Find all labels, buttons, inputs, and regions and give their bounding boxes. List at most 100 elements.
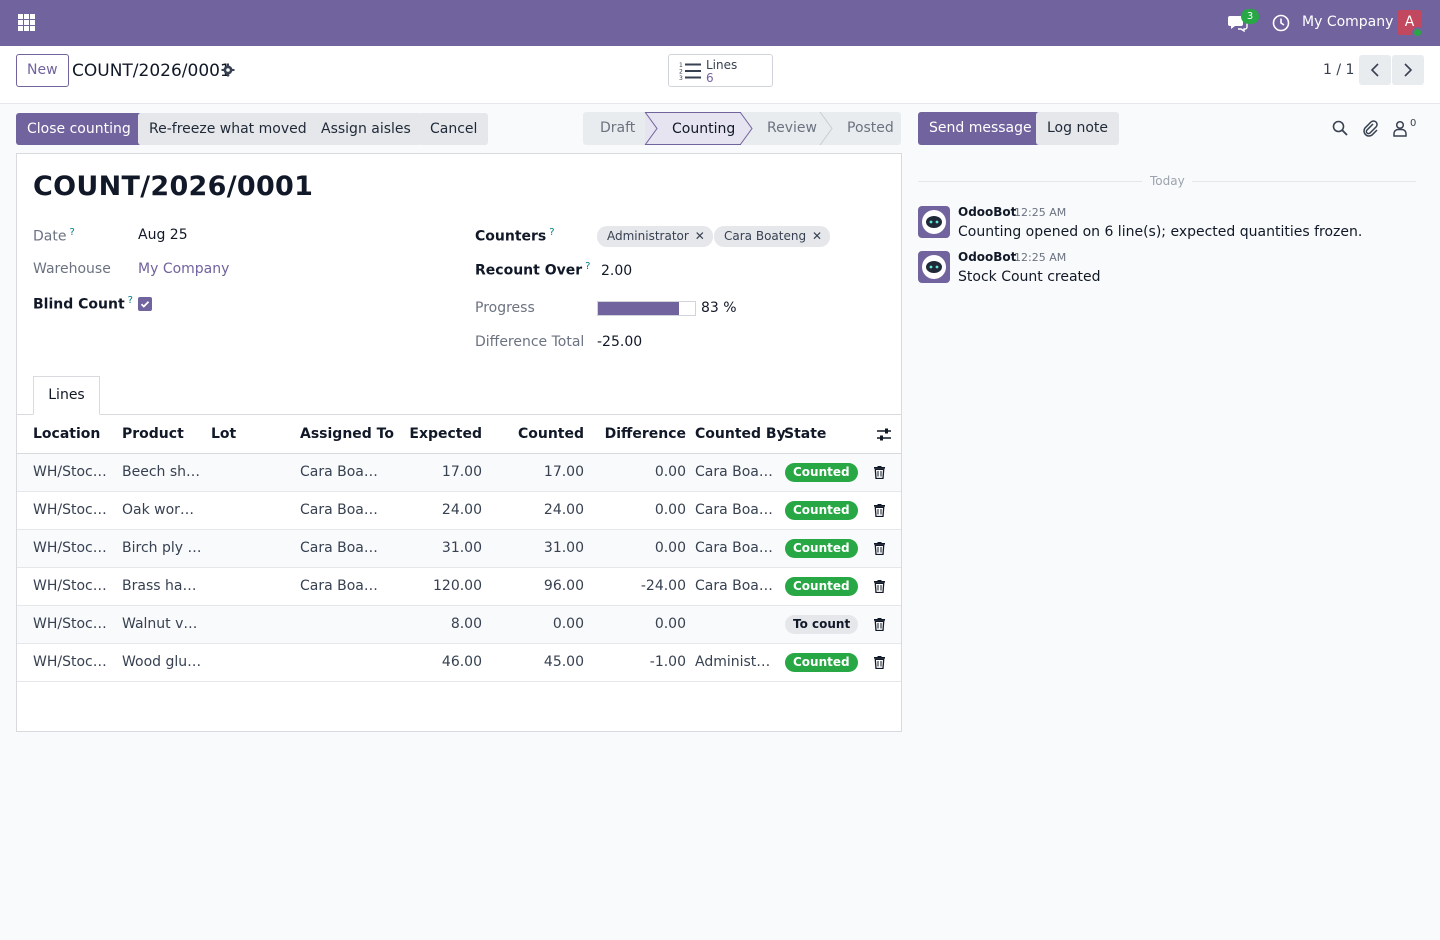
svg-text:2: 2 [679,69,683,76]
column-counted[interactable]: Counted [517,426,584,442]
table-row[interactable]: WH/Stock… Birch ply s… Cara Boat… 31.00 31.0… [17,530,901,568]
progress-label: Progress [475,300,535,316]
cell-counted: 0.00 [552,616,584,632]
cell-product: Brass han… [122,578,202,594]
online-status-dot [1412,27,1423,38]
cell-counted: 17.00 [543,464,584,480]
blind-count-checkbox[interactable] [138,297,152,311]
state-badge: To count [785,615,859,634]
trash-icon[interactable] [874,656,885,669]
lines-table: Location Product Lot Assigned To Expecte… [17,415,901,682]
column-location[interactable]: Location [33,426,101,442]
cell-counted-by: Cara Boat… [695,578,773,594]
cell-product: Birch ply s… [122,540,202,556]
pager-next-button[interactable] [1392,55,1424,85]
cancel-button[interactable]: Cancel [419,113,489,145]
trash-icon[interactable] [874,580,885,593]
cell-location: WH/Stock… [33,616,113,632]
robot-icon [922,255,946,279]
cell-assigned-to: Cara Boat… [300,502,380,518]
chat-count-badge: 3 [1241,9,1259,24]
pager-previous-button[interactable] [1359,55,1391,85]
cell-counted: 45.00 [543,654,584,670]
stage-review[interactable]: Review [741,112,821,145]
progress-bar [597,301,696,316]
svg-text:1: 1 [679,62,683,69]
difference-total-label: Difference Total [475,334,585,350]
cell-assigned-to: Cara Boat… [300,578,380,594]
stage-posted[interactable]: Posted [821,112,901,145]
cell-difference: 0.00 [654,616,686,632]
cell-counted-by: Administr… [695,654,773,670]
warehouse-field[interactable]: My Company [138,261,230,277]
recount-over-field[interactable]: 2.00 [601,263,633,279]
remove-tag-icon[interactable]: ✕ [812,229,823,243]
table-row[interactable]: WH/Stock… Oak work… Cara Boat… 24.00 24.00 0.… [17,492,901,530]
cell-product: Wood glu… [122,654,202,670]
column-state[interactable]: State [784,426,827,442]
user-avatar[interactable]: A [1397,10,1422,35]
cell-difference: 0.00 [654,502,686,518]
day-separator-line [1192,181,1416,182]
table-row[interactable]: WH/Stock… Beech she… Cara Boat… 17.00 17.00 0… [17,454,901,492]
cell-location: WH/Stock… [33,578,113,594]
followers-icon[interactable] [1391,119,1409,137]
trash-icon[interactable] [874,466,885,479]
cell-expected: 31.00 [441,540,482,556]
message-author[interactable]: OdooBot [958,250,1017,264]
assign-aisles-button[interactable]: Assign aisles [310,113,422,145]
optional-columns-icon[interactable] [876,427,892,442]
cell-location: WH/Stock… [33,464,113,480]
paperclip-icon[interactable] [1361,119,1379,137]
apps-menu-icon[interactable] [18,14,35,31]
gear-icon[interactable] [221,63,235,77]
lines-smart-button[interactable]: 1 2 3 Lines 6 [668,54,773,87]
message-author[interactable]: OdooBot [958,205,1017,219]
table-row[interactable]: WH/Stock… Brass han… Cara Boat… 120.00 96.00… [17,568,901,606]
search-icon[interactable] [1331,119,1349,137]
cell-location: WH/Stock… [33,540,113,556]
trash-icon[interactable] [874,618,885,631]
cell-product: Walnut ve… [122,616,202,632]
new-button[interactable]: New [16,54,69,87]
cell-counted-by: Cara Boat… [695,502,773,518]
pager-value[interactable]: 1 / 1 [1323,62,1355,78]
log-note-button[interactable]: Log note [1036,112,1119,145]
table-row[interactable]: WH/Stock… Wood glu… 46.00 45.00 -1.00 Adminis… [17,644,901,682]
column-counted-by[interactable]: Counted By [695,426,786,442]
counters-label: Counters? [475,227,555,245]
column-expected[interactable]: Expected [409,426,482,442]
close-counting-button[interactable]: Close counting [16,113,142,145]
column-assigned-to[interactable]: Assigned To [300,426,394,442]
state-badge: Counted [785,463,858,482]
column-product[interactable]: Product [122,426,184,442]
progress-fill [598,302,679,315]
smart-button-label: Lines [706,58,738,72]
cell-expected: 17.00 [441,464,482,480]
svg-text:3: 3 [679,75,683,81]
cell-assigned-to: Cara Boat… [300,540,380,556]
state-badge: Counted [785,501,858,520]
state-badge: Counted [785,653,858,672]
date-field[interactable]: Aug 25 [138,227,188,243]
remove-tag-icon[interactable]: ✕ [694,229,705,243]
table-row[interactable]: WH/Stock… Walnut ve… 8.00 0.00 0.00 To count [17,606,901,644]
send-message-button[interactable]: Send message [918,112,1043,145]
refreeze-button[interactable]: Re-freeze what moved [138,113,318,145]
numbered-list-icon: 1 2 3 [679,62,701,81]
trash-icon[interactable] [874,542,885,555]
cell-counted: 96.00 [543,578,584,594]
stage-counting[interactable]: Counting [645,112,741,145]
cell-expected: 46.00 [441,654,482,670]
column-difference[interactable]: Difference [604,426,686,442]
stage-draft[interactable]: Draft [583,112,645,145]
cell-assigned-to: Cara Boat… [300,464,380,480]
cell-location: WH/Stock… [33,654,113,670]
pipeline-arrows [644,112,833,145]
company-switcher[interactable]: My Company [1302,14,1394,30]
cell-expected: 8.00 [450,616,482,632]
tab-lines[interactable]: Lines [33,376,100,415]
trash-icon[interactable] [874,504,885,517]
clock-icon[interactable] [1272,14,1290,32]
column-lot[interactable]: Lot [211,426,237,442]
